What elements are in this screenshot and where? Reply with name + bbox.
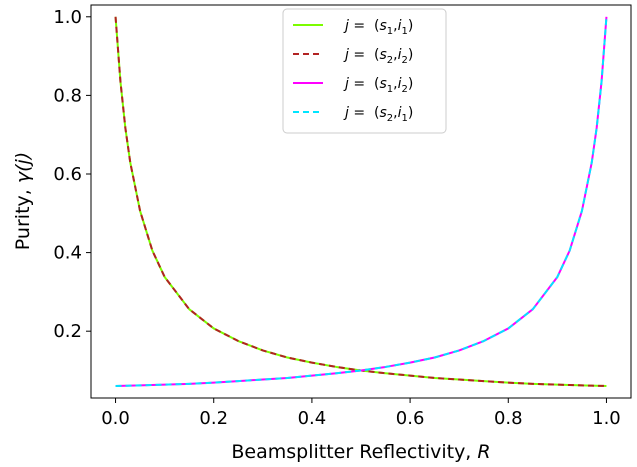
y-tick-label: 0.6 — [53, 164, 82, 185]
y-axis-label: Purity, γ(j) — [12, 152, 34, 250]
legend-entry: j = (s2,i2) — [293, 47, 413, 66]
x-tick-label: 0.6 — [396, 408, 425, 429]
plot-lines — [114, 16, 608, 387]
series-line — [115, 16, 608, 387]
legend-label: j = (s2,i1) — [343, 105, 413, 124]
y-tick-label: 0.4 — [53, 243, 82, 264]
y-axis-ticks: 0.2 0.4 0.6 0.8 1.0 — [53, 7, 91, 342]
x-axis-label: Beamsplitter Reflectivity, R — [231, 441, 490, 463]
x-tick-label: 0.4 — [298, 408, 327, 429]
legend: j = (s1,i1) j = (s2,i2) j = (s1,i2) j = … — [282, 8, 447, 134]
legend-label: j = (s2,i2) — [343, 47, 413, 66]
legend-entry: j = (s1,i1) — [293, 18, 413, 37]
y-tick-label: 0.2 — [53, 321, 82, 342]
x-axis-ticks: 0.0 0.2 0.4 0.6 0.8 1.0 — [101, 398, 621, 429]
plot-frame — [90, 4, 632, 399]
legend-entry: j = (s1,i2) — [293, 76, 413, 95]
legend-label: j = (s1,i1) — [343, 18, 413, 37]
x-tick-label: 0.0 — [101, 408, 130, 429]
y-tick-label: 0.8 — [53, 85, 82, 106]
legend-label: j = (s1,i2) — [343, 76, 413, 95]
legend-entry: j = (s2,i1) — [293, 105, 413, 124]
y-tick-label: 1.0 — [53, 7, 82, 28]
x-tick-label: 0.2 — [199, 408, 228, 429]
x-tick-label: 0.8 — [494, 408, 523, 429]
legend-box — [282, 8, 447, 134]
x-tick-label: 1.0 — [592, 408, 621, 429]
